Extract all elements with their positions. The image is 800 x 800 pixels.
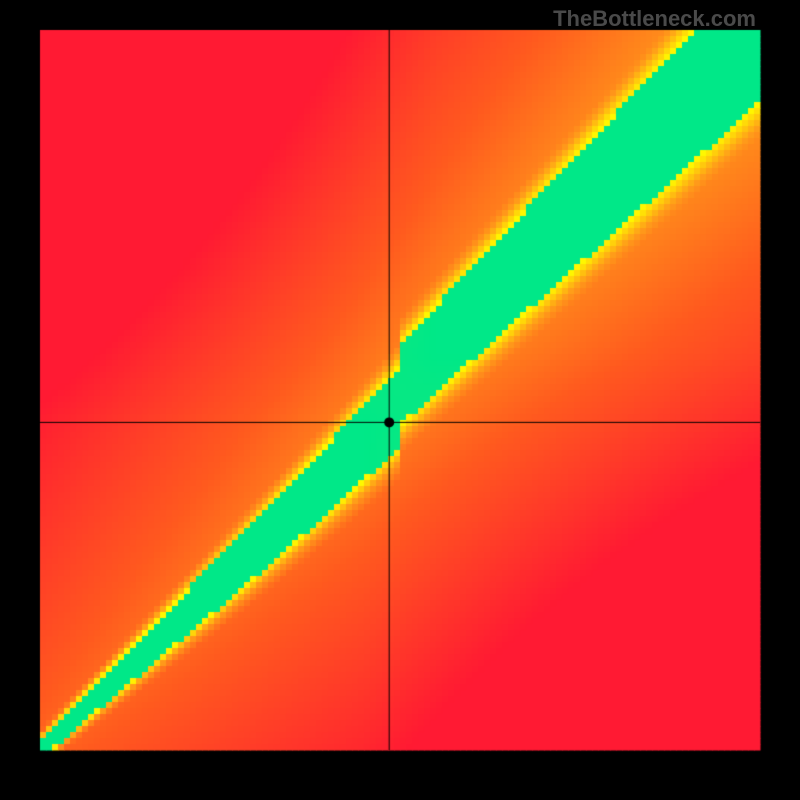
chart-container: { "watermark": { "text": "TheBottleneck.… <box>0 0 800 800</box>
bottleneck-heatmap <box>0 0 800 800</box>
